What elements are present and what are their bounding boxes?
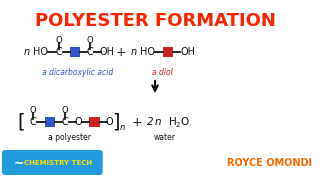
Text: CHEMISTRY TECH: CHEMISTRY TECH xyxy=(24,160,92,166)
Text: O: O xyxy=(180,117,188,127)
FancyBboxPatch shape xyxy=(44,117,55,127)
Text: O: O xyxy=(106,117,113,127)
Text: C: C xyxy=(29,117,36,127)
Text: +: + xyxy=(131,116,142,129)
Text: HO: HO xyxy=(33,47,48,57)
Text: n: n xyxy=(24,47,30,57)
Text: +: + xyxy=(116,46,126,58)
Text: n: n xyxy=(131,47,137,57)
Text: OH: OH xyxy=(99,47,114,57)
FancyBboxPatch shape xyxy=(2,150,103,175)
Text: HO: HO xyxy=(140,47,155,57)
Text: n: n xyxy=(155,117,161,127)
Text: H: H xyxy=(169,117,176,127)
Text: 2: 2 xyxy=(175,122,180,128)
Text: O: O xyxy=(56,35,62,44)
Text: O: O xyxy=(87,35,93,44)
FancyBboxPatch shape xyxy=(70,47,80,57)
Text: ]: ] xyxy=(113,112,120,132)
Text: water: water xyxy=(154,133,176,142)
Text: [: [ xyxy=(18,112,25,132)
Text: O: O xyxy=(75,117,82,127)
Text: n: n xyxy=(119,123,125,132)
Text: O: O xyxy=(62,105,68,114)
FancyBboxPatch shape xyxy=(163,47,173,57)
Text: OH: OH xyxy=(180,47,196,57)
Text: C: C xyxy=(61,117,68,127)
Text: C: C xyxy=(87,47,93,57)
Text: ∼: ∼ xyxy=(14,156,25,170)
Text: C: C xyxy=(56,47,62,57)
Text: a diol: a diol xyxy=(152,68,173,77)
Text: a polyester: a polyester xyxy=(48,133,91,142)
Text: a dicarboxylic acid: a dicarboxylic acid xyxy=(42,68,113,77)
Text: ROYCE OMONDI: ROYCE OMONDI xyxy=(227,158,312,168)
FancyBboxPatch shape xyxy=(89,117,100,127)
Text: POLYESTER FORMATION: POLYESTER FORMATION xyxy=(35,12,276,30)
Text: 2: 2 xyxy=(147,117,154,127)
Text: O: O xyxy=(30,105,36,114)
